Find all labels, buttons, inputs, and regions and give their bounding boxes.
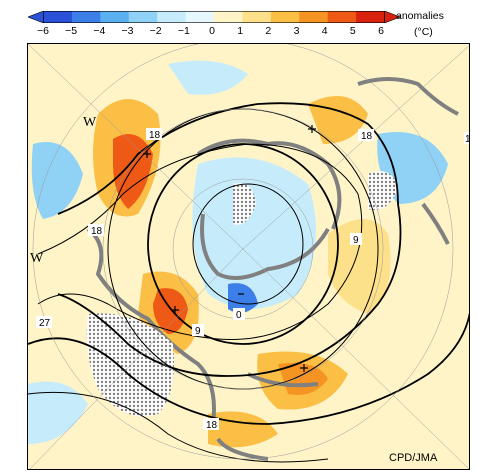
colorbar-segment — [242, 11, 272, 23]
colorbar — [28, 11, 400, 23]
contour-labels: 18 18 18 18 27 9 9 0 1 W W — [30, 115, 470, 431]
legend-unit: (°C) — [414, 26, 433, 38]
center-label-w: W — [30, 251, 44, 266]
colorbar-segment — [157, 11, 187, 23]
colorbar-tick-label: 1 — [237, 25, 244, 37]
contour-label: 18 — [203, 418, 219, 431]
colorbar-border — [43, 11, 385, 23]
contour-label: 9 — [192, 324, 204, 337]
cold-region-sw — [28, 381, 88, 444]
colorbar-segment — [71, 11, 101, 23]
center-label-w: W — [83, 115, 97, 130]
svg-text:1: 1 — [465, 134, 470, 145]
contour-label: 18 — [358, 129, 374, 142]
warm-core-west — [113, 134, 153, 209]
center-marker — [143, 150, 151, 158]
contour-label: 0 — [233, 308, 245, 321]
contour-label: 18 — [88, 224, 104, 237]
center-marker — [171, 306, 179, 314]
svg-text:27: 27 — [39, 318, 51, 329]
colorbar-tick-label: 5 — [349, 25, 356, 37]
svg-text:18: 18 — [206, 420, 218, 431]
height-contours — [28, 102, 469, 463]
colorbar-tick-label: −5 — [65, 25, 78, 37]
terrain-tibet — [86, 313, 174, 417]
colorbar-tick-labels: −6 −5 −4 −3 −2 −1 0 1 2 3 4 5 6 — [0, 25, 479, 39]
cold-region-n — [168, 60, 248, 95]
colorbar-segment — [100, 11, 130, 23]
svg-text:9: 9 — [353, 235, 359, 246]
colorbar-tick-label: 6 — [378, 25, 384, 37]
contour-label: 27 — [36, 316, 52, 329]
masked-terrain — [86, 171, 398, 417]
contour-label: 9 — [350, 233, 362, 246]
colorbar-segment — [214, 11, 243, 23]
colorbar-segment — [327, 11, 357, 23]
anomaly-centers — [143, 125, 316, 372]
svg-text:18: 18 — [149, 130, 161, 141]
center-marker — [308, 125, 316, 133]
center-marker — [300, 364, 308, 372]
cold-core-polar — [228, 283, 258, 313]
warm-region-ne — [308, 96, 368, 144]
svg-text:9: 9 — [195, 326, 201, 337]
colorbar-segment — [43, 11, 73, 23]
warm-region-east — [328, 219, 391, 314]
credit: CPD/JMA — [389, 452, 438, 464]
colorbar-segment — [356, 11, 385, 23]
colorbar-tick-label: 0 — [209, 25, 215, 37]
legend-title: anomalies — [396, 10, 444, 22]
map-canvas: 18 18 18 18 27 9 9 0 1 W W — [28, 44, 470, 469]
colorbar-tick-label: −2 — [149, 25, 162, 37]
colorbar-segment — [270, 11, 300, 23]
colorbar-tick-label: −1 — [177, 25, 190, 37]
terrain-greenland — [233, 183, 256, 225]
colorbar-tick-label: 4 — [321, 25, 328, 37]
colorbar-segment — [299, 11, 329, 23]
colorbar-gradient — [28, 11, 400, 23]
contour-label: 1 — [464, 132, 470, 145]
cold-region-polar — [192, 157, 316, 309]
graticule — [28, 44, 469, 469]
colorbar-arrow-low — [28, 11, 44, 23]
colorbar-tick-label: 3 — [293, 25, 300, 37]
cold-region-west — [31, 142, 83, 219]
svg-text:0: 0 — [236, 310, 242, 321]
colorbar-tick-label: −6 — [37, 25, 49, 37]
colorbar-segment — [128, 11, 158, 23]
terrain-rockies — [368, 171, 398, 210]
colorbar-tick-label: −4 — [93, 25, 106, 37]
warm-core-center — [153, 288, 188, 334]
warm-anomaly-regions — [93, 96, 391, 448]
svg-text:18: 18 — [361, 131, 373, 142]
contour-label: 18 — [146, 128, 162, 141]
colorbar-tick-label: 2 — [265, 25, 272, 37]
anomaly-map: 18 18 18 18 27 9 9 0 1 W W — [27, 43, 470, 470]
colorbar-segment — [185, 11, 215, 23]
svg-text:18: 18 — [91, 226, 103, 237]
colorbar-tick-label: −3 — [121, 25, 134, 37]
